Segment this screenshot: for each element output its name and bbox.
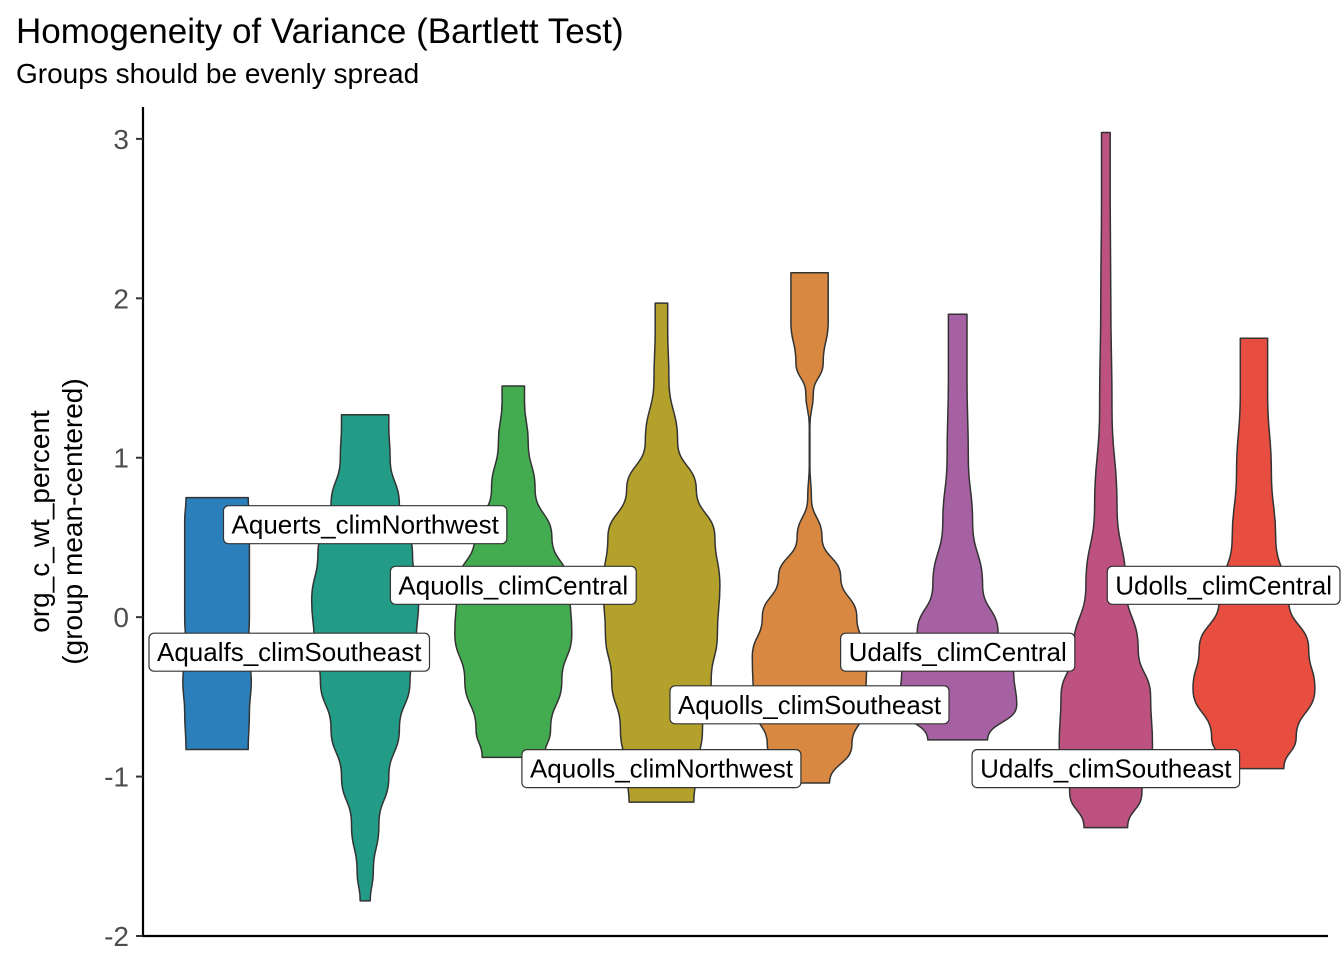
series-label-text: Aqualfs_climSoutheast xyxy=(157,637,422,667)
y-axis-title-line2: (group mean-centered) xyxy=(57,378,88,664)
series-label-Udalfs_climCentral: Udalfs_climCentral xyxy=(839,632,1076,672)
series-label-Aquolls_climCentral: Aquolls_climCentral xyxy=(389,565,637,605)
series-label-Aquerts_climNorthwest: Aquerts_climNorthwest xyxy=(222,505,508,545)
series-label-text: Aquolls_climSoutheast xyxy=(678,690,942,720)
series-label-Aquolls_climSoutheast: Aquolls_climSoutheast xyxy=(669,685,950,725)
violin-Aquolls_climSoutheast xyxy=(751,272,868,784)
series-label-box xyxy=(148,632,431,672)
y-tick-label: 3 xyxy=(113,124,129,155)
y-tick-label: -1 xyxy=(104,762,129,793)
y-tick-label: -2 xyxy=(104,921,129,952)
series-label-text: Udalfs_climSoutheast xyxy=(980,754,1232,784)
y-axis-ticks: -2 -1 0 1 2 3 xyxy=(104,124,143,952)
violin-Udolls_climCentral xyxy=(1192,337,1316,770)
chart-title: Homogeneity of Variance (Bartlett Test) xyxy=(16,12,624,51)
series-label-Udolls_climCentral: Udolls_climCentral xyxy=(1106,565,1341,605)
series-label-box xyxy=(222,505,508,545)
series-label-box xyxy=(521,748,802,789)
series-label-text: Aquolls_climCentral xyxy=(398,570,628,600)
violin-Udalfs_climSoutheast xyxy=(1058,131,1154,829)
y-tick-label: 1 xyxy=(113,443,129,474)
y-tick-label: 0 xyxy=(113,602,129,633)
series-label-Udalfs_climSoutheast: Udalfs_climSoutheast xyxy=(971,748,1241,789)
violin-Udalfs_climCentral xyxy=(897,313,1018,741)
series-label-text: Aquolls_climNorthwest xyxy=(530,754,794,784)
violin-Aquolls_climNorthwest xyxy=(602,302,721,803)
series-label-Aquolls_climNorthwest: Aquolls_climNorthwest xyxy=(521,748,802,789)
series-label-box xyxy=(971,748,1241,789)
series-label-text: Udalfs_climCentral xyxy=(849,637,1067,667)
series-label-box xyxy=(389,565,637,605)
label-layer: Aqualfs_climSoutheast Aquerts_climNorthwe… xyxy=(148,505,1341,789)
y-tick-label: 2 xyxy=(113,283,129,314)
series-label-box xyxy=(1106,565,1341,605)
series-label-box xyxy=(839,632,1076,672)
series-label-text: Aquerts_climNorthwest xyxy=(232,510,500,540)
chart-subtitle: Groups should be evenly spread xyxy=(16,58,420,89)
y-axis-title-line1: org_c_wt_percent xyxy=(24,410,55,633)
series-label-box xyxy=(669,685,950,725)
series-label-Aqualfs_climSoutheast: Aqualfs_climSoutheast xyxy=(148,632,431,672)
series-label-text: Udolls_climCentral xyxy=(1115,570,1332,600)
